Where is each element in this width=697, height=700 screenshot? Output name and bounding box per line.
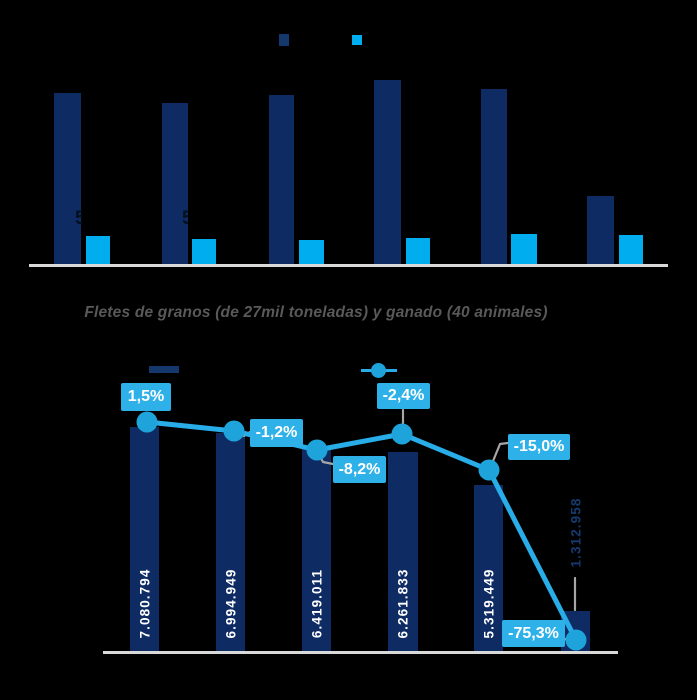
- bottom-bar-5: [474, 485, 503, 653]
- percent-label-2: -1,2%: [250, 419, 303, 447]
- label-fragment-text: 5: [182, 210, 188, 229]
- bottom-bar-3: [302, 448, 331, 653]
- bottom-bar-4: [388, 452, 418, 653]
- top-light-bar-3: [299, 240, 324, 266]
- percent-label-4: -2,4%: [377, 383, 430, 409]
- data-point-marker-2: [223, 420, 245, 442]
- data-point-marker-4: [391, 423, 413, 445]
- bottom-axis-line: [103, 651, 618, 654]
- bottom-bar-1: [130, 427, 159, 653]
- percent-label-3: -8,2%: [333, 456, 386, 483]
- top-dark-bar-1: [54, 93, 81, 266]
- top-dark-bar-6: [587, 196, 614, 266]
- bottom-bar-2: [216, 433, 245, 653]
- top-light-bar-2: [192, 239, 216, 266]
- percent-label-6: -75,3%: [502, 620, 565, 647]
- top-light-bar-6: [619, 235, 643, 266]
- top-light-bar-1: [86, 236, 110, 266]
- leader-line-4: [489, 441, 510, 468]
- trend-line: [144, 419, 579, 643]
- top-axis-line: [29, 264, 668, 267]
- top-legend-cyan-swatch: [352, 35, 362, 45]
- top-legend-navy-swatch: [279, 34, 289, 46]
- chart-title: Fletes de granos (de 27mil toneladas) y …: [84, 304, 548, 321]
- label-fragment-text: 5: [75, 210, 82, 229]
- data-point-marker-5: [478, 459, 500, 481]
- percent-label-5: -15,0%: [508, 434, 570, 460]
- label-fragment-1: 5: [75, 210, 82, 230]
- top-dark-bar-3: [269, 95, 294, 266]
- top-dark-bar-4: [374, 80, 401, 266]
- bottom-legend-bar-swatch: [149, 366, 179, 373]
- data-point-marker-1: [136, 411, 158, 433]
- data-point-marker-6: [565, 629, 587, 651]
- data-point-marker-3: [306, 439, 328, 461]
- label-fragment-2: 5: [182, 210, 188, 230]
- percent-label-1: 1,5%: [121, 383, 171, 411]
- top-dark-bar-5: [481, 89, 507, 266]
- top-light-bar-5: [511, 234, 537, 266]
- bottom-legend-marker-icon: [371, 363, 386, 378]
- top-light-bar-4: [406, 238, 430, 266]
- top-dark-bar-2: [162, 103, 188, 266]
